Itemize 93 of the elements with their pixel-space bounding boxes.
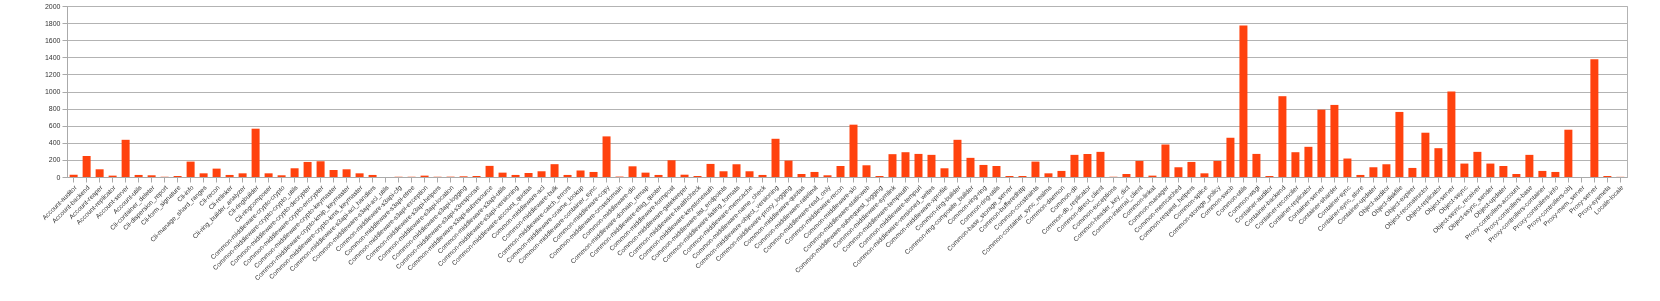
bar (797, 174, 806, 177)
bar (1551, 171, 1560, 177)
bar (1070, 154, 1079, 177)
bar (563, 174, 572, 177)
bar (329, 169, 338, 177)
bar (589, 171, 598, 177)
bar (1590, 59, 1599, 177)
bar (966, 157, 975, 177)
bar (706, 163, 715, 177)
bar (524, 172, 533, 177)
bar (1460, 163, 1469, 177)
bar (1174, 167, 1183, 177)
bar (82, 155, 91, 177)
bar (992, 165, 1001, 177)
bar (758, 174, 767, 177)
bar (485, 165, 494, 177)
bar (1434, 148, 1443, 177)
bar (914, 153, 923, 177)
bar (1330, 104, 1339, 177)
bar (355, 173, 364, 177)
bar (1161, 144, 1170, 177)
bar (1564, 129, 1573, 177)
bar (1291, 152, 1300, 177)
bar (1213, 160, 1222, 177)
bar (303, 161, 312, 177)
bar (1525, 154, 1534, 177)
bar (1317, 109, 1326, 177)
bar (1499, 165, 1508, 177)
bar (1512, 174, 1521, 177)
bar (316, 161, 325, 177)
bar (95, 169, 104, 177)
bar (641, 172, 650, 177)
bar (810, 171, 819, 177)
bar (602, 136, 611, 177)
bar (719, 171, 728, 177)
bar (771, 138, 780, 177)
bar (1135, 160, 1144, 177)
bar (342, 169, 351, 177)
bar (511, 174, 520, 177)
bar (1252, 153, 1261, 177)
bar (1057, 170, 1066, 177)
bar (212, 168, 221, 177)
bar (732, 164, 741, 177)
bar (121, 139, 130, 177)
bar (1278, 96, 1287, 177)
bar (940, 168, 949, 177)
bar (1447, 91, 1456, 177)
bar (1343, 158, 1352, 177)
bar (1083, 153, 1092, 177)
bar (927, 154, 936, 177)
bar (1200, 173, 1209, 177)
bar (537, 171, 546, 177)
bar (368, 174, 377, 177)
bar (550, 164, 559, 177)
bar (784, 160, 793, 177)
bar (1486, 163, 1495, 177)
bar (1096, 151, 1105, 177)
bar (1408, 167, 1417, 177)
bar (667, 160, 676, 177)
bar (251, 128, 260, 177)
bar (953, 139, 962, 177)
bar (1044, 173, 1053, 177)
bar (199, 173, 208, 177)
bar (290, 168, 299, 177)
bar (849, 124, 858, 177)
bar (1382, 164, 1391, 177)
bar (888, 154, 897, 177)
bar (1239, 25, 1248, 177)
bar (1122, 174, 1131, 177)
bar (576, 170, 585, 177)
bar (1421, 132, 1430, 177)
bar (745, 171, 754, 177)
bar (1369, 167, 1378, 177)
bar (238, 173, 247, 177)
bar (1304, 146, 1313, 177)
bar (1356, 174, 1365, 177)
bar (1187, 161, 1196, 177)
bar (862, 165, 871, 177)
bar (836, 165, 845, 177)
bar (264, 173, 273, 177)
bar (654, 174, 663, 177)
bar (1538, 170, 1547, 177)
bar (1226, 137, 1235, 177)
bar (498, 172, 507, 177)
bar (1473, 151, 1482, 177)
bar (628, 166, 637, 177)
bar (225, 174, 234, 177)
bar (1395, 111, 1404, 177)
bar (979, 164, 988, 177)
bar (1031, 161, 1040, 177)
bar (186, 161, 195, 177)
bar (901, 152, 910, 177)
bar (134, 174, 143, 177)
